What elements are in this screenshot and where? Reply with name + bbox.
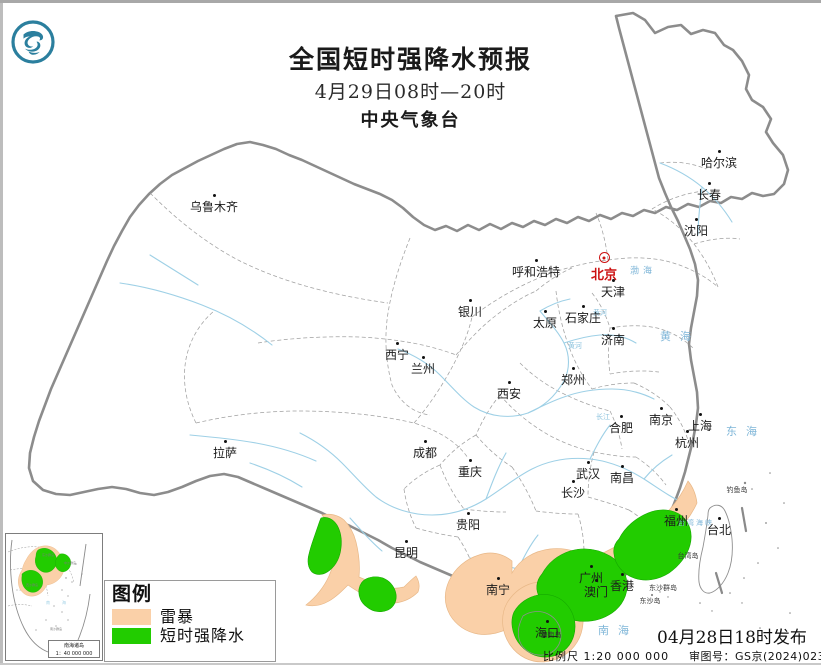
map-scale: 比例尺 1:20 000 000 <box>543 650 670 663</box>
legend-swatch-heavy-rain <box>112 627 151 644</box>
issue-time: 04月28日18时发布 <box>657 628 807 648</box>
heavy-rain-zone-yunnan-north <box>307 517 342 575</box>
south-china-sea-islands <box>647 472 791 629</box>
taiwan-island <box>698 504 733 594</box>
svg-text:南: 南 <box>46 599 50 605</box>
heavy-rain-zone-fujian <box>613 509 692 581</box>
legend-label-thunderstorm: 雷暴 <box>160 607 195 626</box>
svg-text:海: 海 <box>62 599 66 605</box>
heavy-rain-zones <box>307 509 692 658</box>
cma-dragon-logo <box>11 20 55 64</box>
heavy-rain-zone-yunnan-south <box>358 576 397 612</box>
legend-item-heavy-rain: 短时强降水 <box>112 627 275 644</box>
svg-text:东沙群岛: 东沙群岛 <box>42 552 54 557</box>
svg-text:南沙群岛: 南沙群岛 <box>50 626 62 631</box>
rivers <box>119 162 733 582</box>
legend-title: 图例 <box>112 583 153 605</box>
hainan-island <box>517 611 562 656</box>
legend-item-thunderstorm: 雷暴 <box>112 608 275 625</box>
south-china-sea-inset: 南 海 东沙群岛 中沙群岛 西沙群岛 南沙群岛 南海诸岛 1：40 000 000 <box>5 533 103 661</box>
heavy-rain-zone-hainan <box>511 594 576 658</box>
china-map <box>0 3 821 665</box>
svg-text:中沙群岛: 中沙群岛 <box>64 560 76 565</box>
inset-heavy-rain-zones <box>21 548 71 593</box>
ryukyu-dashes <box>714 506 748 595</box>
inset-scale-title: 南海诸岛 <box>63 643 84 649</box>
legend-box: 图例 雷暴 短时强降水 <box>104 580 276 662</box>
map-review-number: 审图号：GS京(2024)0236号 <box>689 650 821 663</box>
inset-map-graphic: 南 海 东沙群岛 中沙群岛 西沙群岛 南沙群岛 <box>6 534 102 660</box>
inset-scale-value: 1：40 000 000 <box>55 651 93 657</box>
legend-swatch-thunderstorm <box>112 608 151 625</box>
legend-label-heavy-rain: 短时强降水 <box>160 626 246 645</box>
svg-text:西沙群岛: 西沙群岛 <box>26 582 38 587</box>
inset-scale-box: 南海诸岛 1：40 000 000 <box>48 640 100 658</box>
national-boundary-line <box>27 11 790 620</box>
